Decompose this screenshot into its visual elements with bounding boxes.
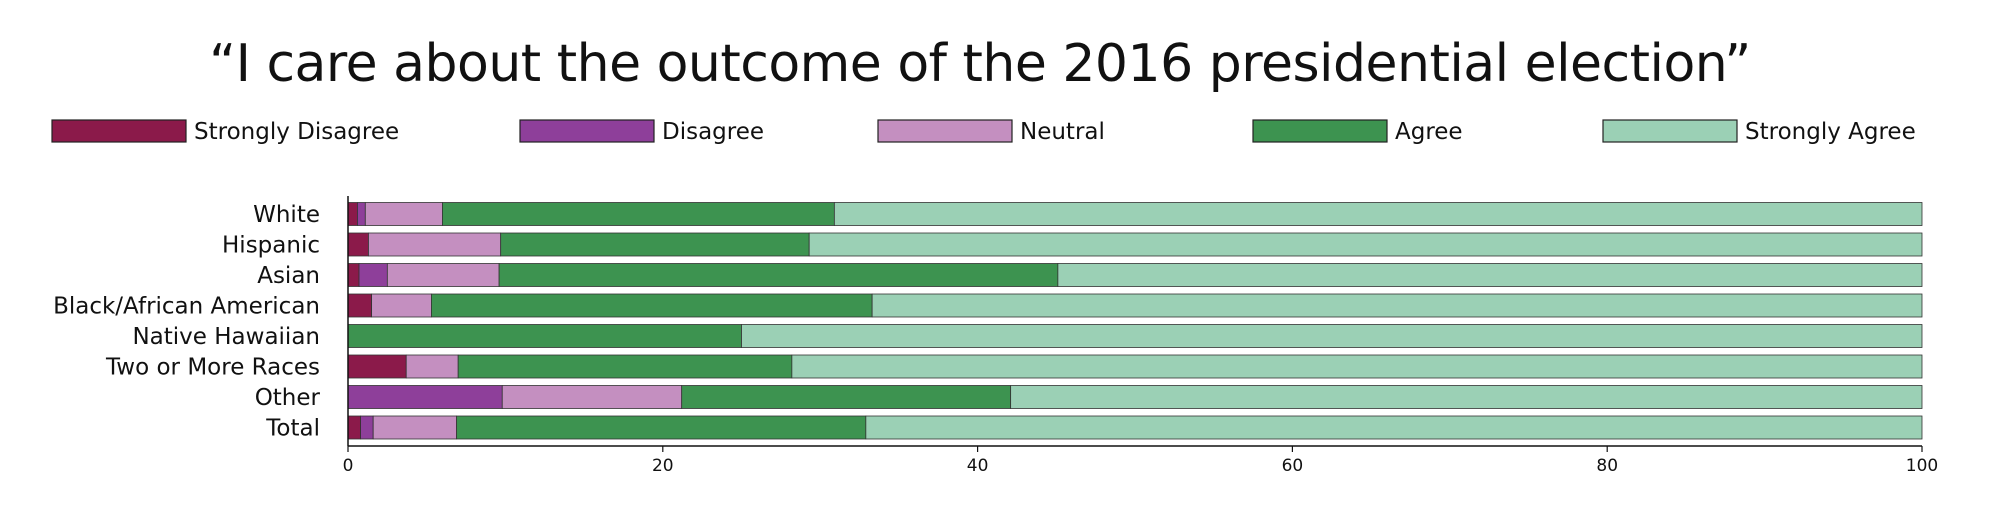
legend-swatch-strongly-agree <box>1602 119 1738 143</box>
category-label-two-or-more-races: Two or More Races <box>105 355 320 381</box>
bar-total-agree <box>456 415 867 440</box>
legend-swatch-neutral <box>877 119 1013 143</box>
bar-two-or-more-races-strongly-disagree <box>347 354 407 379</box>
legend-label-strongly-agree: Strongly Agree <box>1745 119 1916 145</box>
legend-label-neutral: Neutral <box>1020 119 1105 145</box>
category-label-hispanic: Hispanic <box>222 233 320 259</box>
bar-black-african-american-strongly-agree <box>871 293 1923 318</box>
legend-swatch-agree <box>1252 119 1388 143</box>
bar-two-or-more-races-agree <box>457 354 793 379</box>
bar-other-strongly-agree <box>1010 385 1923 409</box>
category-labels: White Hispanic Asian Black/African American… <box>53 202 320 442</box>
x-tick-label-20: 20 <box>652 456 674 476</box>
axes <box>347 196 1922 447</box>
bars <box>347 202 1923 440</box>
bar-two-or-more-races-strongly-agree <box>791 354 1923 379</box>
legend-label-strongly-disagree: Strongly Disagree <box>194 119 399 145</box>
bar-hispanic-neutral <box>368 232 502 257</box>
bar-other-agree <box>681 385 1012 409</box>
bar-total-disagree <box>360 415 374 440</box>
chart-title: “I care about the outcome of the 2016 pr… <box>209 34 1751 94</box>
bar-white-agree <box>442 202 835 226</box>
x-ticks: 0 20 40 60 80 100 <box>343 446 1938 476</box>
legend-swatch-disagree <box>519 119 655 143</box>
category-label-black-african-american: Black/African American <box>53 294 320 320</box>
bar-other-neutral <box>501 385 683 409</box>
category-label-white: White <box>253 202 320 228</box>
bar-black-african-american-neutral <box>371 293 432 318</box>
x-tick-label-40: 40 <box>967 456 989 476</box>
bar-black-african-american-strongly-disagree <box>347 293 373 318</box>
bar-hispanic-agree <box>500 232 810 257</box>
legend-label-disagree: Disagree <box>662 119 764 145</box>
legend-label-agree: Agree <box>1395 119 1463 145</box>
x-tick-label-0: 0 <box>343 456 354 476</box>
bar-asian-neutral <box>386 263 500 287</box>
category-label-native-hawaiian: Native Hawaiian <box>132 324 320 350</box>
bar-two-or-more-races-neutral <box>405 354 459 379</box>
bar-asian-disagree <box>358 263 388 287</box>
legend: Strongly Disagree Disagree Neutral Agree Str… <box>51 119 1916 145</box>
category-label-total: Total <box>265 416 320 442</box>
bar-asian-strongly-agree <box>1057 263 1923 287</box>
bar-other-disagree <box>347 385 503 409</box>
bar-black-african-american-agree <box>431 293 873 318</box>
x-tick-label-80: 80 <box>1596 456 1618 476</box>
bar-native-hawaiian-agree <box>347 324 742 348</box>
bar-white-strongly-disagree <box>347 202 358 226</box>
bar-total-neutral <box>372 415 458 440</box>
x-tick-label-100: 100 <box>1906 456 1938 476</box>
bar-native-hawaiian-strongly-agree <box>741 324 1923 348</box>
x-tick-label-60: 60 <box>1282 456 1304 476</box>
category-label-other: Other <box>255 385 321 411</box>
bar-white-strongly-agree <box>833 202 1923 226</box>
bar-asian-agree <box>498 263 1059 287</box>
bar-total-strongly-disagree <box>347 415 361 440</box>
bar-hispanic-strongly-agree <box>808 232 1923 257</box>
legend-swatch-strongly-disagree <box>51 119 187 143</box>
bar-hispanic-strongly-disagree <box>347 232 369 257</box>
bar-white-disagree <box>357 202 366 226</box>
bar-asian-strongly-disagree <box>347 263 360 287</box>
bar-total-strongly-agree <box>865 415 1923 440</box>
category-label-asian: Asian <box>257 263 320 289</box>
bar-white-neutral <box>364 202 443 226</box>
